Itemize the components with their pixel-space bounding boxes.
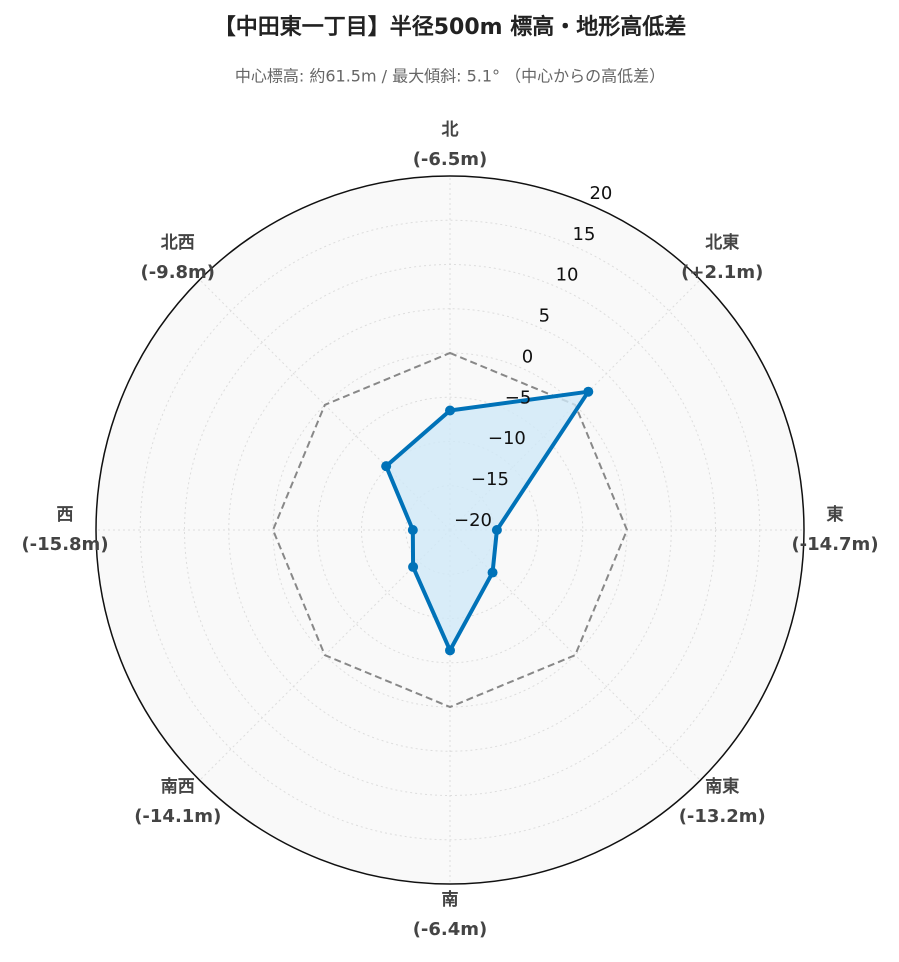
chart-subtitle: 中心標高: 約61.5m / 最大傾斜: 5.1° （中心からの高低差） [235, 67, 665, 86]
direction-value-label: (-6.5m) [413, 149, 488, 170]
series-marker [408, 561, 419, 572]
direction-label: 北西 [161, 233, 195, 253]
series-marker [583, 386, 594, 397]
direction-value-label: (-9.8m) [140, 262, 215, 283]
direction-value-label: (-14.1m) [134, 806, 221, 827]
r-tick-label: 10 [556, 265, 579, 286]
direction-value-label: (+2.1m) [681, 262, 763, 283]
series-marker [491, 525, 502, 535]
direction-label: 南西 [161, 776, 195, 797]
grid-spoke [449, 529, 701, 781]
plot-border [95, 175, 805, 885]
series-marker [487, 567, 498, 578]
direction-label: 北東 [705, 232, 739, 253]
direction-value-label: (-15.8m) [21, 534, 108, 555]
series-marker [445, 645, 455, 656]
series-marker [381, 461, 392, 472]
direction-value-label: (-14.7m) [791, 534, 878, 555]
direction-value-label: (-6.4m) [413, 919, 488, 940]
direction-label: 西 [57, 505, 74, 525]
r-tick-label: −10 [488, 428, 526, 449]
r-tick-label: −15 [471, 469, 509, 490]
r-tick-label: 5 [539, 306, 550, 327]
grid-circle [139, 219, 761, 841]
direction-label: 東 [827, 504, 844, 525]
r-tick-label: 15 [573, 224, 596, 245]
series-marker [445, 405, 455, 416]
grid-circle [316, 396, 584, 664]
r-tick-label: −5 [505, 387, 532, 408]
direction-label: 南東 [705, 776, 739, 797]
chart-title: 【中田東一丁目】半径500m 標高・地形高低差 [214, 14, 687, 40]
direction-value-label: (-13.2m) [679, 806, 766, 827]
direction-label: 北 [442, 120, 459, 140]
direction-label: 南 [442, 889, 459, 910]
reference-line [271, 351, 629, 709]
r-tick-label: −20 [454, 510, 492, 531]
r-tick-label: 20 [589, 183, 612, 204]
series-marker [407, 525, 418, 535]
r-tick-label: 0 [522, 346, 533, 367]
